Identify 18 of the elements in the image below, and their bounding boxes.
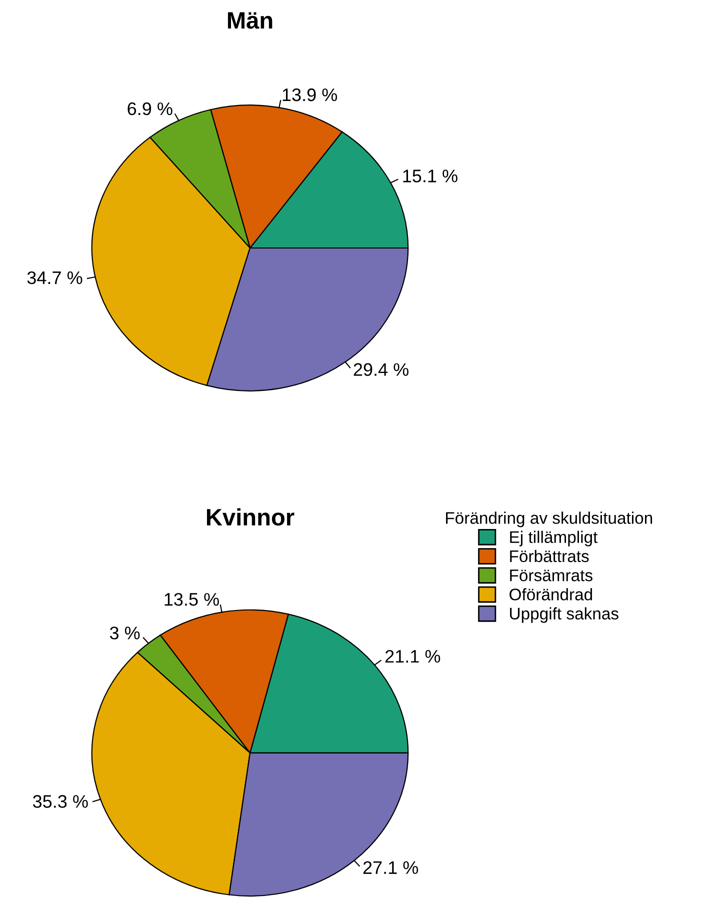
data-label: 34.7 % <box>27 271 82 284</box>
data-label: 3 % <box>110 626 140 640</box>
legend-label: Uppgift saknas <box>510 607 618 623</box>
legend-label: Ej tillämpligt <box>510 530 598 546</box>
data-label: 15.1 % <box>403 170 458 182</box>
data-label: 13.9 % <box>282 88 338 102</box>
data-label: 13.5 % <box>164 593 219 606</box>
legend-label: Oförändrad <box>510 588 592 600</box>
legend-label: Förbättrats <box>510 550 589 562</box>
data-label: 21.1 % <box>385 650 440 663</box>
legend-title: Förändring av skuldsituation <box>446 512 652 528</box>
data-label: 35.3 % <box>32 795 88 808</box>
data-label: 27.1 % <box>363 861 418 874</box>
data-label: 29.4 % <box>354 363 408 376</box>
slice-label: Kvinnor <box>206 508 294 526</box>
slice-label: Män <box>228 12 272 29</box>
data-label: 6.9 % <box>128 102 172 116</box>
legend-label: Försämrats <box>510 570 592 582</box>
